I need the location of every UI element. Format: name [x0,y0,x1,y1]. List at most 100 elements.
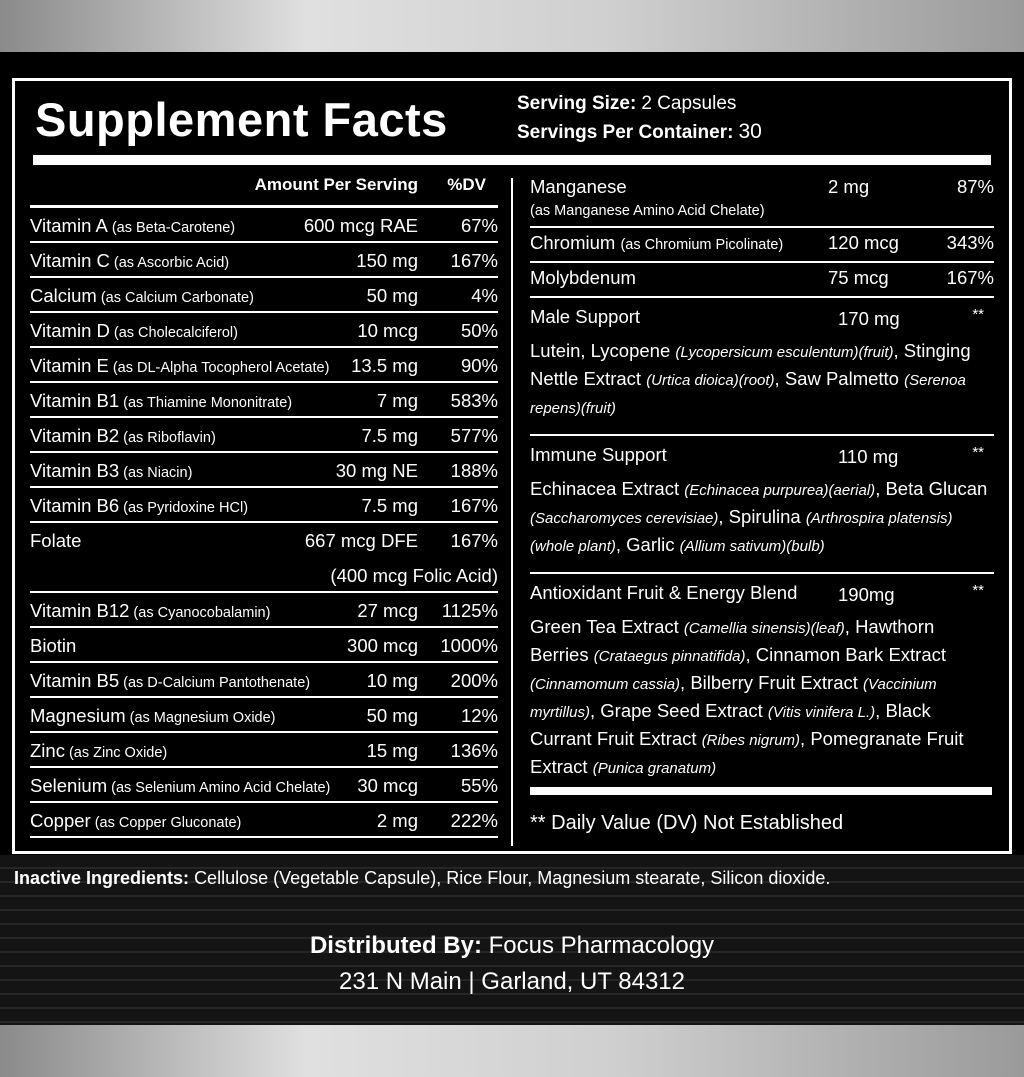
name: Magnesium [30,705,126,726]
ingredients: Echinacea Extract (Echinacea purpurea)(a… [530,476,994,560]
daily-value: 136% [450,740,498,761]
ingredient-text: (Camellia sinensis)(leaf) [683,620,845,637]
name: Vitamin A [30,215,108,236]
amount: 150 mg [356,250,418,271]
nutrient-row: Vitamin B2 (as Riboflavin) 7.5 mg 577% [30,418,498,453]
amount: 7.5 mg [361,425,418,446]
nutrient: Vitamin B3 (as Niacin) [30,460,192,482]
nutrient-row: Copper (as Copper Gluconate) 2 mg 222% [30,803,498,838]
daily-value: 167% [450,495,498,516]
amount: 15 mg [366,740,418,761]
nutrient: Vitamin C (as Ascorbic Acid) [30,250,229,272]
top-band [0,0,1024,52]
ingredient-text: (Crataegus pinnatifida) [593,648,746,665]
divider [511,178,513,846]
nutrient-row: Vitamin B5 (as D-Calcium Pantothenate) 10 … [30,663,498,698]
daily-value: 55% [460,775,498,796]
daily-value: ** [972,306,984,323]
amount: 10 mcg [357,320,418,341]
blend-header: Immune Support 110 mg ** [530,444,994,474]
ingredient-text: , Spirulina [718,506,806,527]
nutrient: Vitamin A (as Beta-Carotene) [30,215,235,237]
blend: Antioxidant Fruit & Energy Blend 190mg ** G… [530,574,994,794]
nutrient-row: Biotin 300 mcg 1000% [30,628,498,663]
ingredient-text: (Arthrospira platensis)(whole plant) [530,510,953,555]
amount: 190mg [838,584,895,605]
source: (as Ascorbic Acid) [113,255,230,271]
label: Servings Per Container: [517,122,734,143]
ingredients: Green Tea Extract (Camellia sinensis)(le… [530,614,994,782]
label: Distributed By: [309,932,482,959]
source: (as Zinc Oxide) [68,745,168,761]
nutrient: Biotin [30,635,76,657]
amount: 2 mg [376,810,418,831]
ingredient-text: , Stinging Nettle Extract [530,340,971,389]
amount: 13.5 mg [351,355,418,376]
amount-note: (400 mcg Folic Acid) [330,565,498,586]
name: Copper [30,810,91,831]
name: Vitamin B12 [30,600,130,621]
blend: Male Support 170 mg ** Lutein, Lycopene (Ly… [530,298,994,436]
source: (as Niacin) [123,465,193,481]
nutrient: Vitamin D (as Cholecalciferol) [30,320,238,342]
blend: Immune Support 110 mg ** Echinacea Extract … [530,436,994,574]
nutrient-row: Manganese (as Manganese Amino Acid Chela… [530,172,994,228]
nutrient: Folate [30,530,81,552]
amount: 27 mcg [357,600,418,621]
name: Vitamin B1 [30,390,120,411]
amount: 30 mg NE [335,460,418,481]
amount: 7 mg [376,390,418,411]
ingredient-text: Lutein, Lycopene [530,340,676,361]
source: (as DL-Alpha Tocopherol Acetate) [112,360,330,376]
amount: 120 mcg [828,232,899,253]
label: Inactive Ingredients: [14,868,190,888]
nutrient-row: Vitamin A (as Beta-Carotene) 600 mcg RAE 67… [30,208,498,243]
blend-header: Antioxidant Fruit & Energy Blend 190mg ** [530,582,994,612]
amount: 2 mg [828,176,870,197]
nutrient: Manganese (as Manganese Amino Acid Chela… [530,176,830,220]
source: (as Riboflavin) [123,430,216,446]
ingredient-text: (Vitis vinifera L.) [767,704,876,721]
name: Manganese [530,176,627,197]
nutrient-row: Folate 667 mcg DFE (400 mcg Folic Acid) 167… [30,523,498,593]
ingredient-text: , Black Currant Fruit Extract [530,700,931,749]
amount: 75 mcg [828,267,889,288]
daily-value: 167% [450,530,498,551]
ingredients: Lutein, Lycopene (Lycopersicum esculentu… [530,338,994,422]
dv-header: %DV [447,175,486,194]
source: (as Beta-Carotene) [111,220,236,236]
name: Chromium [530,232,616,253]
source: (as Chromium Picolinate) [620,237,784,253]
daily-value: ** [972,582,984,599]
source: (as Thiamine Mononitrate) [123,395,293,411]
amount: 300 mcg [347,635,418,656]
nutrient: Chromium (as Chromium Picolinate) [530,232,830,254]
name: Vitamin B2 [30,425,120,446]
daily-value: 577% [450,425,498,446]
nutrient: Selenium (as Selenium Amino Acid Chelate) [30,775,330,797]
nutrient: Vitamin B5 (as D-Calcium Pantothenate) [30,670,310,692]
daily-value: 1125% [441,600,498,621]
nutrient-row: Molybdenum 75 mcg 167% [530,263,994,298]
inactive-ingredients: Inactive Ingredients: Cellulose (Vegetab… [14,868,830,889]
nutrient-row: Vitamin C (as Ascorbic Acid) 150 mg 167% [30,243,498,278]
daily-value: 167% [946,267,994,288]
daily-value: 50% [460,320,498,341]
amount-header: Amount Per Serving [254,175,418,194]
ingredient-text: (Vaccinium myrtillus) [530,676,937,721]
amount: 50 mg [366,705,418,726]
source: (as Manganese Amino Acid Chelate) [530,203,765,219]
ingredient-text: (Saccharomyces cerevisiae) [530,510,719,527]
name: Vitamin B5 [30,670,120,691]
nutrient: Calcium (as Calcium Carbonate) [30,285,254,307]
daily-value: 200% [450,670,498,691]
daily-value: 343% [946,232,994,253]
source: (as Cyanocobalamin) [133,605,271,621]
distributor: Distributed By: Focus Pharmacology 231 N … [0,928,1024,1000]
source: (as Cholecalciferol) [113,325,238,341]
source: (as Copper Gluconate) [94,815,242,831]
name: Vitamin D [30,320,110,341]
ingredient-text: , Beta Glucan [875,478,988,499]
nutrient: Molybdenum [530,267,830,289]
